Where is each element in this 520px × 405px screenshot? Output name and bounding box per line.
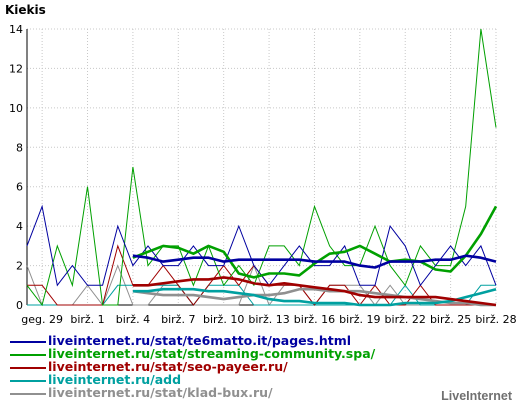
x-tick-label: birž. 4 <box>116 313 150 326</box>
brand-logo-text: LiveInternet <box>441 389 512 403</box>
x-tick-label: birž. 22 <box>385 313 426 326</box>
y-tick-label: 12 <box>9 62 23 75</box>
y-tick-label: 14 <box>9 23 23 36</box>
y-tick-label: 4 <box>16 220 23 233</box>
y-tick-label: 2 <box>16 260 23 273</box>
x-tick-label: birž. 1 <box>70 313 104 326</box>
x-tick-label: geg. 29 <box>21 313 63 326</box>
x-tick-label: birž. 13 <box>248 313 289 326</box>
chart: Kiekis 0 2 4 6 8 10 12 14 geg. 29 birž. 1 birž. 4 bi… <box>5 3 517 326</box>
series-average-line <box>132 254 497 269</box>
legend-swatch <box>10 393 46 395</box>
legend-swatch <box>10 367 46 369</box>
y-tick-label: 8 <box>16 141 23 154</box>
x-tick-label: birž. 7 <box>161 313 195 326</box>
y-tick-label: 6 <box>16 181 23 194</box>
legend-label: liveinternet.ru/stat/te6matto.it/pages.h… <box>48 333 352 348</box>
x-tick-label: birž. 25 <box>430 313 471 326</box>
series-line <box>26 28 497 307</box>
legend-swatch <box>10 341 46 343</box>
y-tick-label: 0 <box>16 299 23 312</box>
series-line <box>26 204 497 287</box>
series-average-line <box>132 287 497 307</box>
x-tick-label: birž. 10 <box>203 313 244 326</box>
legend-swatch <box>10 354 46 356</box>
x-tick-label: birž. 19 <box>339 313 380 326</box>
legend-label: liveinternet.ru/stat/seo-payeer.ru/ <box>48 359 288 374</box>
chart-title: Kiekis <box>5 3 46 17</box>
legend-swatch <box>10 380 46 382</box>
legend-label: liveinternet.ru/stat/streaming-community… <box>48 346 376 361</box>
series-average-line <box>132 205 498 279</box>
x-tick-label: birž. 16 <box>294 313 335 326</box>
legend-label: liveinternet.ru/add <box>48 372 182 387</box>
series-average-line <box>132 287 496 307</box>
x-tick-label: birž. 28 <box>475 313 516 326</box>
series-average-line <box>132 276 497 307</box>
legend-label: liveinternet.ru/stat/klad-bux.ru/ <box>48 385 273 400</box>
y-tick-label: 10 <box>9 102 23 115</box>
